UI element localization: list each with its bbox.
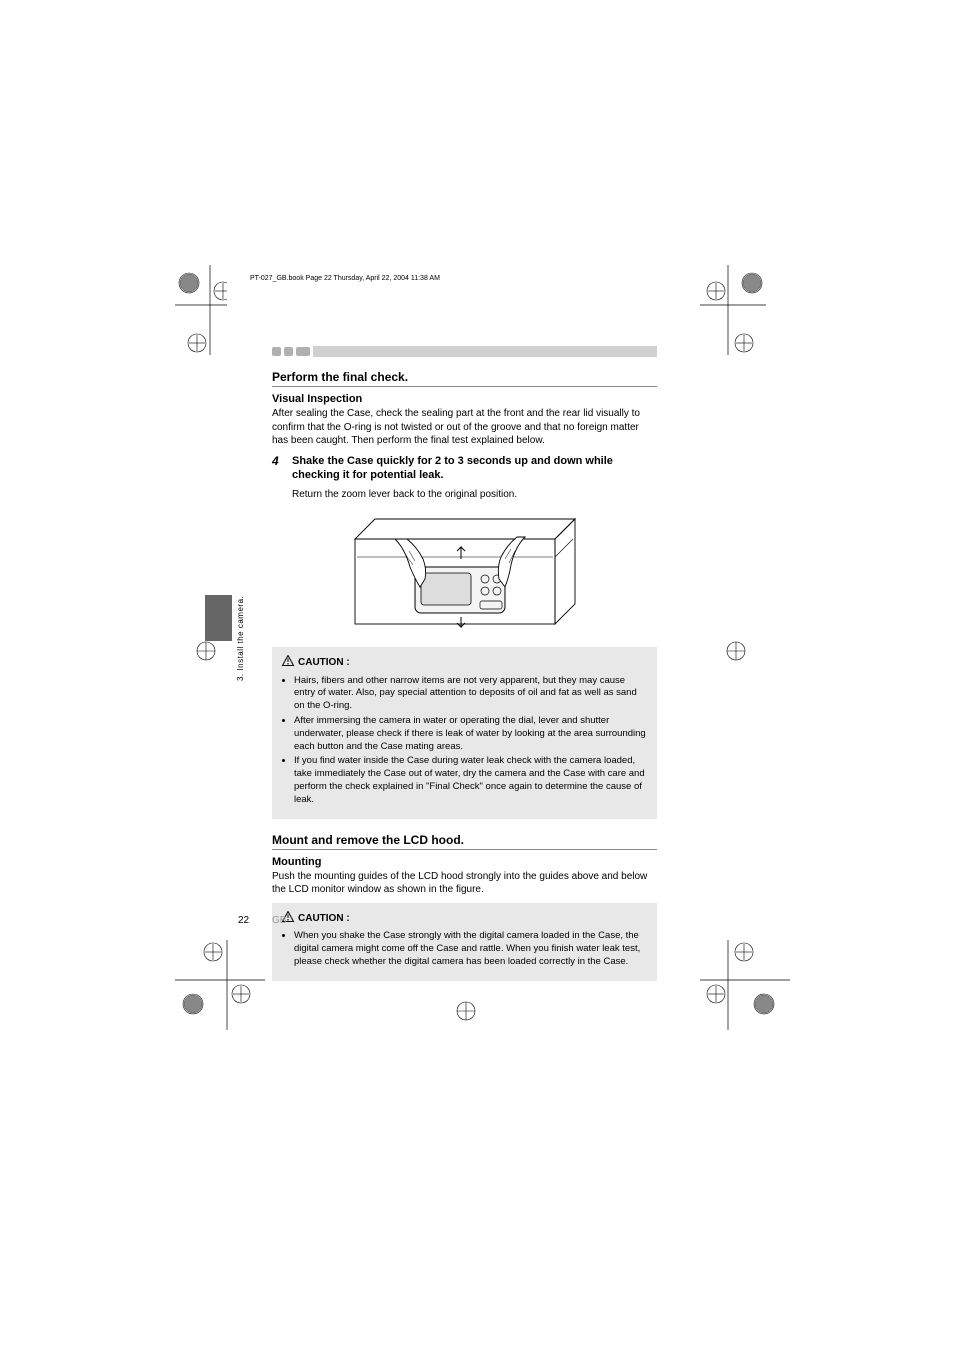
side-tab-label: 3. Install the camera. — [236, 596, 245, 716]
step-subtext: Return the zoom lever back to the origin… — [292, 488, 657, 501]
step-text: Shake the Case quickly for 2 to 3 second… — [292, 454, 657, 483]
side-tab — [205, 595, 232, 641]
heading: Mounting — [272, 856, 657, 868]
caution-item: If you find water inside the Case during… — [294, 755, 647, 806]
caution-box: CAUTION : When you shake the Case strong… — [272, 903, 657, 981]
registration-mark-icon — [725, 640, 747, 665]
caution-item: Hairs, fibers and other narrow items are… — [294, 675, 647, 713]
registration-mark-icon — [175, 940, 265, 1033]
caution-label: CAUTION : — [298, 912, 350, 926]
file-header-text: PT-027_GB.book Page 22 Thursday, April 2… — [250, 275, 440, 282]
registration-mark-icon — [195, 640, 217, 665]
registration-mark-icon — [700, 940, 790, 1033]
illustration-water-tank — [335, 509, 595, 639]
caution-header: CAUTION : — [282, 911, 647, 927]
step-line: 4 Shake the Case quickly for 2 to 3 seco… — [272, 454, 657, 483]
registration-mark-icon — [175, 265, 227, 358]
page-lang: GB — [272, 915, 286, 926]
step-number: 4 — [272, 454, 284, 468]
paragraph: Push the mounting guides of the LCD hood… — [272, 870, 657, 897]
caution-box: CAUTION : Hairs, fibers and other narrow… — [272, 647, 657, 819]
caution-item: When you shake the Case strongly with th… — [294, 930, 647, 968]
caution-item: After immersing the camera in water or o… — [294, 715, 647, 753]
warning-icon — [282, 655, 294, 671]
paragraph: After sealing the Case, check the sealin… — [272, 407, 657, 448]
registration-mark-icon — [455, 1000, 477, 1025]
header-separator — [272, 346, 657, 357]
page-number: 22 — [238, 915, 249, 926]
caution-label: CAUTION : — [298, 656, 350, 670]
heading: Visual Inspection — [272, 393, 657, 405]
section-title: Perform the final check. — [272, 370, 657, 387]
section-title: Mount and remove the LCD hood. — [272, 833, 657, 850]
caution-header: CAUTION : — [282, 655, 647, 671]
main-content: Perform the final check. Visual Inspecti… — [272, 360, 657, 981]
registration-mark-icon — [700, 265, 766, 358]
